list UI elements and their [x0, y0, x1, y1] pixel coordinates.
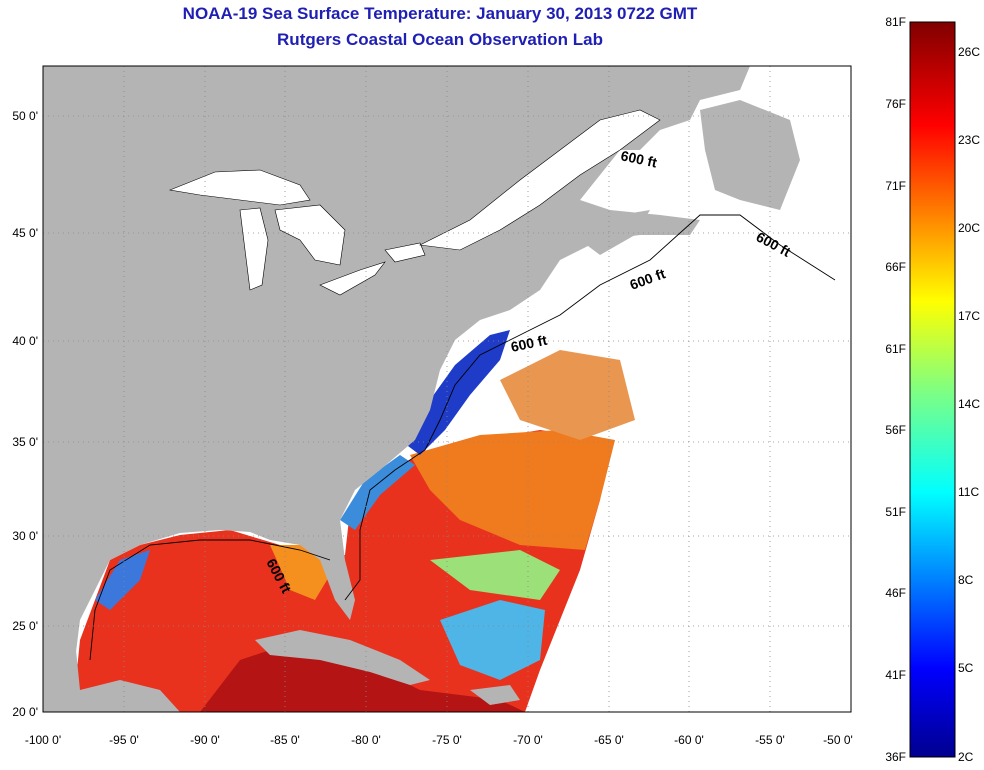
lat-label: 30 0'	[12, 529, 38, 543]
cb-f-label: 41F	[885, 668, 906, 682]
lon-label: -75 0'	[432, 733, 462, 747]
cb-c-label: 11C	[958, 485, 979, 499]
cb-c-label: 17C	[958, 309, 980, 323]
st-lawrence	[418, 109, 661, 251]
colorbar-f-labels: 81F 76F 71F 66F 61F 56F 51F 46F 41F 36F	[885, 15, 906, 764]
cb-c-label: 8C	[958, 573, 974, 587]
lat-label: 20 0'	[12, 705, 38, 719]
lon-label: -70 0'	[513, 733, 543, 747]
lake-huron	[274, 204, 346, 266]
lat-label: 40 0'	[12, 334, 38, 348]
latitude-axis: 50 0' 45 0' 40 0' 35 0' 30 0' 25 0' 20 0…	[12, 109, 38, 719]
contour-label-1: 600 ft	[619, 147, 658, 170]
lat-label: 50 0'	[12, 109, 38, 123]
cb-f-label: 76F	[885, 97, 906, 111]
lake-superior	[168, 169, 311, 206]
sst-cool-patch-bahamas	[440, 600, 545, 680]
lon-label: -85 0'	[270, 733, 300, 747]
contour-label-4: 600 ft	[509, 332, 548, 355]
cb-c-label: 26C	[958, 45, 980, 59]
cb-f-label: 66F	[885, 260, 906, 274]
lat-label: 45 0'	[12, 226, 38, 240]
cb-c-label: 23C	[958, 133, 980, 147]
land-newfoundland	[700, 100, 800, 210]
land-hispaniola	[470, 685, 520, 705]
lon-label: -55 0'	[755, 733, 785, 747]
land-north-america	[43, 66, 750, 712]
map-title: NOAA-19 Sea Surface Temperature: January…	[182, 4, 698, 23]
sst-cold-shelf-se	[340, 455, 415, 530]
contour-600ft	[89, 214, 836, 661]
sst-patchy-region	[500, 350, 635, 440]
sst-cold-shelf	[400, 330, 510, 455]
colorbar	[909, 21, 956, 758]
lake-michigan	[239, 207, 269, 291]
plot-frame	[42, 65, 852, 713]
sst-gulf-coast-cold	[95, 550, 150, 610]
cb-f-label: 61F	[885, 342, 906, 356]
colorbar-c-labels: 26C 23C 20C 17C 14C 11C 8C 5C 2C	[958, 45, 980, 764]
land-cuba	[255, 630, 430, 685]
lon-label: -50 0'	[823, 733, 853, 747]
map-subtitle: Rutgers Coastal Ocean Observation Lab	[277, 30, 603, 49]
lon-label: -95 0'	[109, 733, 139, 747]
lon-label: -100 0'	[25, 733, 61, 747]
longitude-axis: -100 0' -95 0' -90 0' -85 0' -80 0' -75 …	[25, 733, 853, 747]
cb-c-label: 2C	[958, 750, 974, 764]
cb-f-label: 51F	[885, 505, 906, 519]
lon-label: -60 0'	[674, 733, 704, 747]
cb-f-label: 81F	[885, 15, 906, 29]
cb-c-label: 14C	[958, 397, 980, 411]
cb-f-label: 56F	[885, 423, 906, 437]
lat-label: 35 0'	[12, 435, 38, 449]
lake-ontario	[384, 242, 426, 263]
lon-label: -65 0'	[594, 733, 624, 747]
cb-f-label: 36F	[885, 750, 906, 764]
sst-orange-gulf	[270, 545, 330, 600]
cb-f-label: 46F	[885, 586, 906, 600]
lake-erie	[319, 261, 386, 296]
land-nova-scotia	[580, 210, 650, 255]
sst-orange-region	[410, 430, 615, 550]
cb-c-label: 5C	[958, 661, 974, 675]
cb-c-label: 20C	[958, 221, 980, 235]
land-yucatan	[43, 620, 180, 712]
lon-label: -80 0'	[351, 733, 381, 747]
sst-darkred-region	[200, 640, 525, 712]
lon-label: -90 0'	[190, 733, 220, 747]
sst-cool-patch-gulfstream	[430, 550, 560, 600]
lat-label: 25 0'	[12, 619, 38, 633]
great-lakes	[168, 109, 661, 296]
cb-f-label: 71F	[885, 179, 906, 193]
